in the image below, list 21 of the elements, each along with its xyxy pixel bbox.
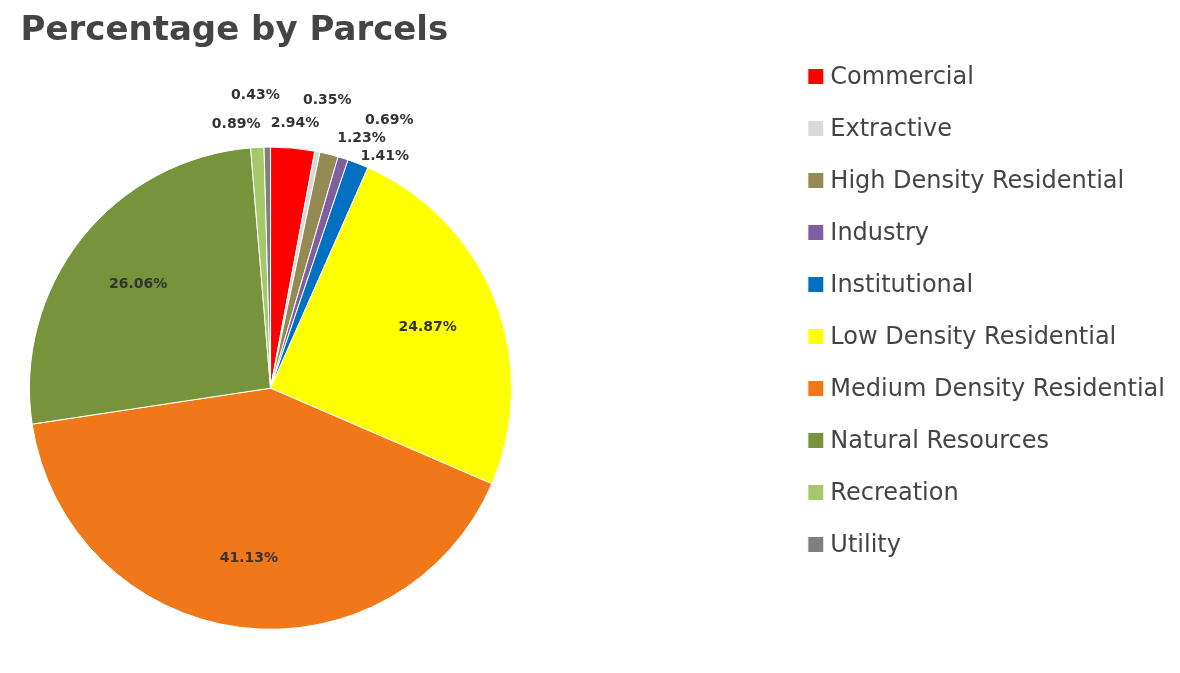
- legend-label: Extractive: [830, 114, 952, 142]
- legend-label: Natural Resources: [830, 426, 1050, 454]
- data-label: 1.41%: [360, 146, 410, 163]
- legend-label: Low Density Residential: [830, 322, 1117, 350]
- legend-label: Commercial: [830, 62, 974, 90]
- data-label: 0.69%: [364, 111, 414, 128]
- data-label: 0.89%: [211, 114, 261, 131]
- data-label: 1.23%: [337, 128, 386, 145]
- legend-label: Recreation: [830, 478, 959, 506]
- data-label: 24.87%: [398, 318, 457, 335]
- legend-label: Institutional: [830, 270, 974, 298]
- chart-title: Percentage by Parcels: [20, 7, 449, 48]
- legend-label: Industry: [830, 218, 930, 246]
- legend-label: Medium Density Residential: [830, 374, 1165, 402]
- data-label: 0.43%: [231, 86, 280, 103]
- data-label: 41.13%: [219, 549, 278, 566]
- data-label: 0.35%: [302, 91, 352, 108]
- legend-label: High Density Residential: [830, 166, 1125, 194]
- legend-label: Utility: [830, 530, 901, 558]
- data-label: 26.06%: [109, 274, 168, 291]
- data-label: 2.94%: [270, 113, 320, 130]
